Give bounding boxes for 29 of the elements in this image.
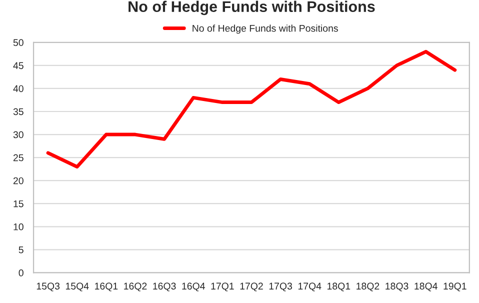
x-tick-label: 17Q3 [269,282,292,292]
x-tick-label: 18Q4 [414,282,438,292]
y-tick-label: 45 [13,62,24,70]
chart-title: No of Hedge Funds with Positions [128,0,375,16]
y-tick-label: 25 [13,154,24,162]
x-tick-label: 17Q1 [211,282,234,292]
x-tick-label: 16Q4 [182,282,205,292]
x-tick-label: 18Q3 [386,282,408,292]
x-tick-label: 19Q1 [444,282,466,292]
y-tick-label: 0 [18,269,24,276]
y-tick-label: 40 [13,85,24,92]
y-tick-label: 15 [14,200,24,208]
y-tick-label: 20 [13,177,24,184]
y-tick-label: 35 [13,108,24,116]
x-tick-label: 17Q2 [240,282,263,292]
x-tick-label: 16Q1 [95,282,118,292]
x-tick-label: 18Q2 [356,282,380,292]
x-tick-label: 18Q1 [328,282,350,292]
x-tick-label: 16Q3 [153,282,176,292]
x-tick-label: 15Q3 [36,282,60,292]
line-series [46,50,457,169]
x-tick-label: 15Q4 [66,282,89,292]
legend-label: No of Hedge Funds with Positions [192,24,338,34]
y-tick-label: 50 [13,39,24,46]
x-tick-label: 16Q2 [124,282,147,292]
y-tick-label: 5 [18,246,24,254]
y-tick-label: 30 [13,131,24,138]
y-tick-label: 10 [14,223,24,230]
x-tick-label: 17Q4 [298,282,322,292]
